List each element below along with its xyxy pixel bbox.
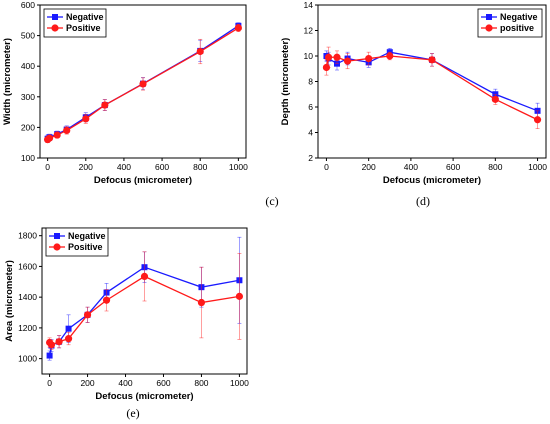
plot-frame bbox=[41, 227, 248, 375]
y-tick-label: 8 bbox=[308, 77, 313, 87]
data-point bbox=[196, 47, 204, 56]
legend-label: Positive bbox=[68, 242, 103, 252]
data-point bbox=[324, 53, 333, 61]
y-tick-label: 12 bbox=[304, 26, 314, 36]
chart-panel-2: 0 200 400 600 800 1000 2 4 6 8 10 12 14 Defocus (micr… bbox=[280, 0, 547, 208]
y-tick-label: 300 bbox=[21, 92, 35, 102]
x-axis-label: Defocus (micrometer) bbox=[94, 175, 192, 186]
data-point bbox=[322, 63, 331, 72]
x-tick-label: 0 bbox=[47, 378, 52, 388]
chart-panel-1: 0 200 400 600 800 1000 100 200 300 400 500 600 Defoc… bbox=[2, 0, 279, 208]
y-tick-label: 500 bbox=[21, 31, 35, 41]
legend-label: Negative bbox=[500, 12, 538, 22]
y-axis-label: Width (micrometer) bbox=[2, 38, 13, 125]
x-axis-label: Defocus (micrometer) bbox=[95, 391, 193, 402]
series-positive bbox=[44, 23, 242, 144]
data-point bbox=[55, 338, 63, 346]
data-point bbox=[139, 80, 147, 88]
x-tick-label: 0 bbox=[45, 162, 50, 172]
x-tick-label: 400 bbox=[117, 162, 131, 172]
legend-label: positive bbox=[500, 23, 534, 33]
y-axis-label: Area (micrometer) bbox=[4, 260, 15, 342]
y-tick-label: 1600 bbox=[18, 261, 37, 271]
legend-marker bbox=[486, 14, 492, 20]
data-point bbox=[234, 24, 242, 32]
x-tick-label: 1000 bbox=[528, 162, 547, 172]
data-point bbox=[428, 56, 436, 64]
data-point bbox=[101, 101, 109, 109]
y-tick-label: 400 bbox=[21, 61, 35, 71]
legend-box bbox=[477, 8, 543, 38]
panel-label: (e) bbox=[126, 406, 139, 420]
data-point bbox=[365, 54, 373, 63]
legend-marker bbox=[54, 233, 60, 239]
plot-frame bbox=[39, 4, 247, 159]
x-tick-label: 600 bbox=[155, 162, 169, 172]
data-point bbox=[333, 53, 341, 61]
x-tick-label: 200 bbox=[80, 378, 94, 388]
y-tick-label: 1200 bbox=[18, 323, 37, 333]
x-tick-label: 200 bbox=[362, 162, 376, 172]
y-tick-label: 10 bbox=[304, 51, 314, 61]
y-tick-label: 1400 bbox=[18, 292, 37, 302]
legend-label: Positive bbox=[66, 23, 101, 33]
x-tick-label: 800 bbox=[194, 378, 208, 388]
legend-marker bbox=[52, 14, 58, 20]
panel-label: (c) bbox=[265, 194, 278, 208]
data-point bbox=[46, 352, 53, 359]
data-point bbox=[235, 292, 244, 300]
y-tick-label: 14 bbox=[304, 0, 314, 10]
legend-label: Negative bbox=[68, 231, 106, 241]
data-point bbox=[83, 311, 92, 319]
y-tick-label: 4 bbox=[308, 128, 313, 138]
y-axis-label: Depth (micrometer) bbox=[280, 38, 291, 126]
data-point bbox=[343, 57, 352, 65]
x-tick-label: 600 bbox=[156, 378, 170, 388]
y-tick-label: 200 bbox=[21, 122, 35, 132]
data-point bbox=[63, 126, 71, 135]
x-tick-label: 400 bbox=[404, 162, 418, 172]
data-point bbox=[197, 298, 206, 307]
data-point bbox=[47, 341, 56, 349]
y-tick-label: 6 bbox=[308, 102, 313, 112]
y-tick-label: 600 bbox=[21, 0, 35, 10]
x-tick-label: 0 bbox=[324, 162, 329, 172]
legend-label: Negative bbox=[66, 12, 104, 22]
legend-box bbox=[45, 227, 109, 257]
x-tick-label: 1000 bbox=[230, 378, 249, 388]
x-axis-label: Defocus (micrometer) bbox=[383, 175, 481, 186]
y-tick-label: 1000 bbox=[18, 354, 37, 364]
data-point bbox=[65, 325, 72, 332]
series-positive bbox=[45, 251, 244, 350]
panel-label: (d) bbox=[416, 194, 430, 208]
data-point bbox=[102, 296, 111, 304]
chart-panel-3: 0 200 400 600 800 1000 1000 1200 1400 1600 1800 Def… bbox=[4, 227, 249, 420]
x-tick-label: 600 bbox=[446, 162, 460, 172]
data-point bbox=[45, 134, 54, 142]
legend-marker bbox=[53, 243, 61, 251]
series-positive bbox=[322, 46, 542, 129]
x-tick-label: 800 bbox=[488, 162, 502, 172]
x-tick-label: 200 bbox=[79, 162, 93, 172]
data-point bbox=[64, 335, 73, 343]
y-tick-label: 2 bbox=[308, 153, 313, 163]
x-tick-label: 800 bbox=[193, 162, 207, 172]
data-point bbox=[140, 272, 149, 281]
data-point bbox=[386, 52, 394, 60]
legend-marker bbox=[485, 24, 493, 32]
data-point bbox=[533, 116, 542, 124]
y-tick-label: 100 bbox=[21, 153, 35, 163]
x-tick-label: 400 bbox=[118, 378, 132, 388]
legend-marker bbox=[51, 24, 59, 32]
data-point bbox=[491, 95, 499, 103]
y-tick-label: 1800 bbox=[18, 231, 37, 241]
data-point bbox=[53, 131, 61, 139]
data-point bbox=[82, 115, 90, 123]
x-tick-label: 1000 bbox=[229, 162, 248, 172]
legend-box bbox=[43, 8, 107, 38]
